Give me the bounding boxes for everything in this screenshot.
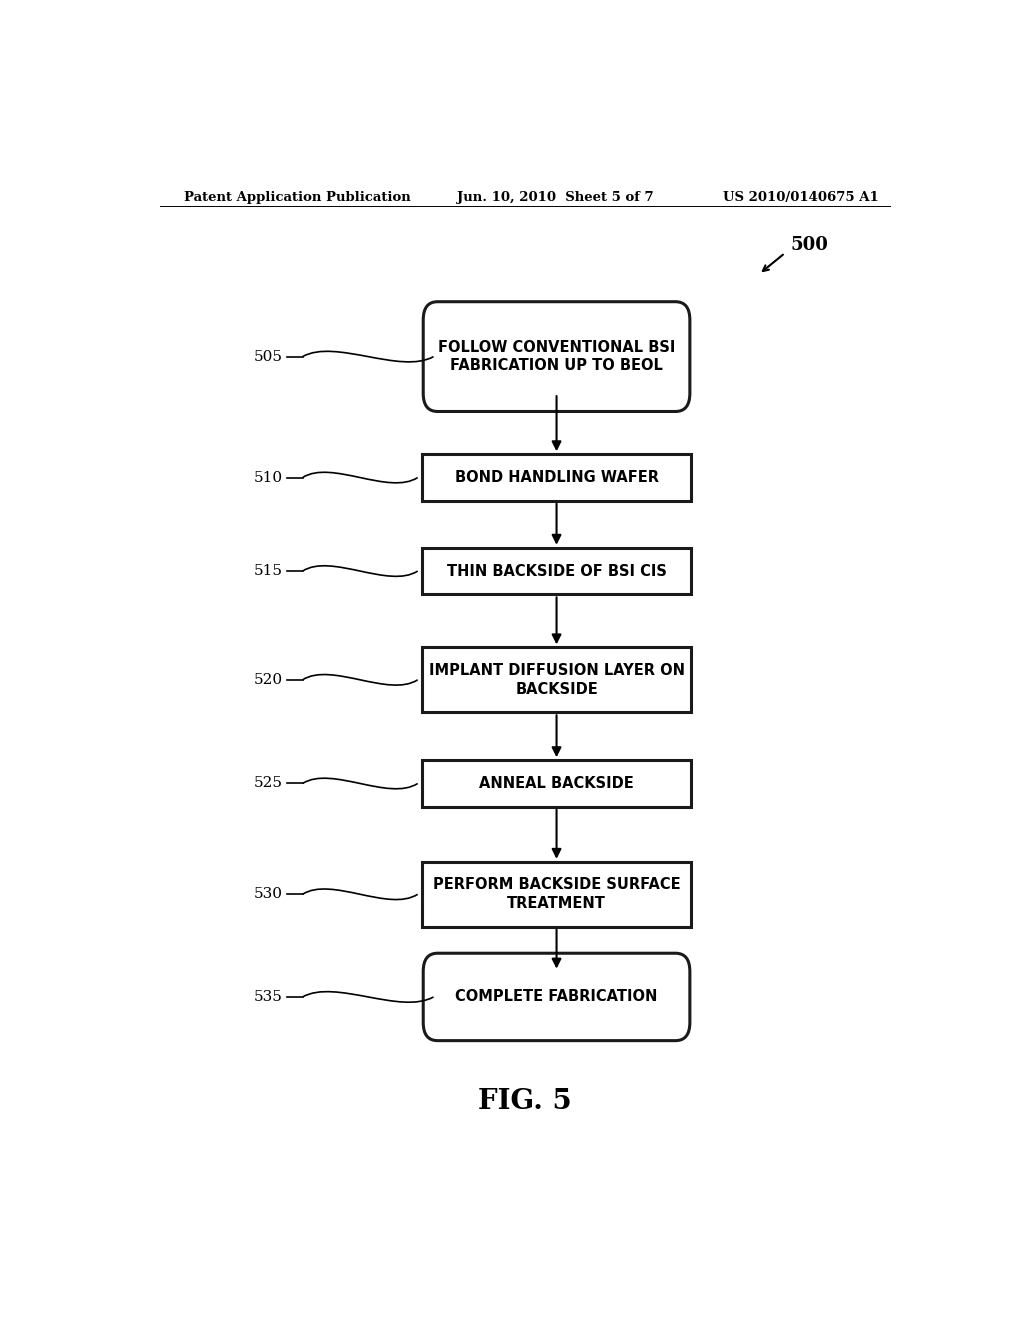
Text: ANNEAL BACKSIDE: ANNEAL BACKSIDE (479, 776, 634, 791)
FancyBboxPatch shape (422, 647, 691, 713)
Text: 525: 525 (254, 776, 283, 791)
Text: FOLLOW CONVENTIONAL BSI
FABRICATION UP TO BEOL: FOLLOW CONVENTIONAL BSI FABRICATION UP T… (438, 339, 675, 374)
Text: 530: 530 (254, 887, 283, 902)
FancyBboxPatch shape (423, 953, 690, 1040)
FancyBboxPatch shape (422, 760, 691, 807)
FancyBboxPatch shape (422, 454, 691, 500)
Text: 535: 535 (254, 990, 283, 1005)
Text: COMPLETE FABRICATION: COMPLETE FABRICATION (456, 990, 657, 1005)
Text: 500: 500 (791, 236, 828, 253)
Text: Patent Application Publication: Patent Application Publication (183, 190, 411, 203)
FancyBboxPatch shape (422, 548, 691, 594)
FancyBboxPatch shape (422, 862, 691, 927)
Text: 515: 515 (254, 564, 283, 578)
Text: FIG. 5: FIG. 5 (478, 1088, 571, 1115)
Text: 520: 520 (254, 673, 283, 686)
Text: THIN BACKSIDE OF BSI CIS: THIN BACKSIDE OF BSI CIS (446, 564, 667, 578)
Text: US 2010/0140675 A1: US 2010/0140675 A1 (723, 190, 879, 203)
Text: BOND HANDLING WAFER: BOND HANDLING WAFER (455, 470, 658, 484)
Text: IMPLANT DIFFUSION LAYER ON
BACKSIDE: IMPLANT DIFFUSION LAYER ON BACKSIDE (429, 663, 685, 697)
Text: 505: 505 (254, 350, 283, 363)
Text: Jun. 10, 2010  Sheet 5 of 7: Jun. 10, 2010 Sheet 5 of 7 (458, 190, 654, 203)
Text: 510: 510 (254, 470, 283, 484)
FancyBboxPatch shape (423, 302, 690, 412)
Text: PERFORM BACKSIDE SURFACE
TREATMENT: PERFORM BACKSIDE SURFACE TREATMENT (433, 878, 680, 911)
